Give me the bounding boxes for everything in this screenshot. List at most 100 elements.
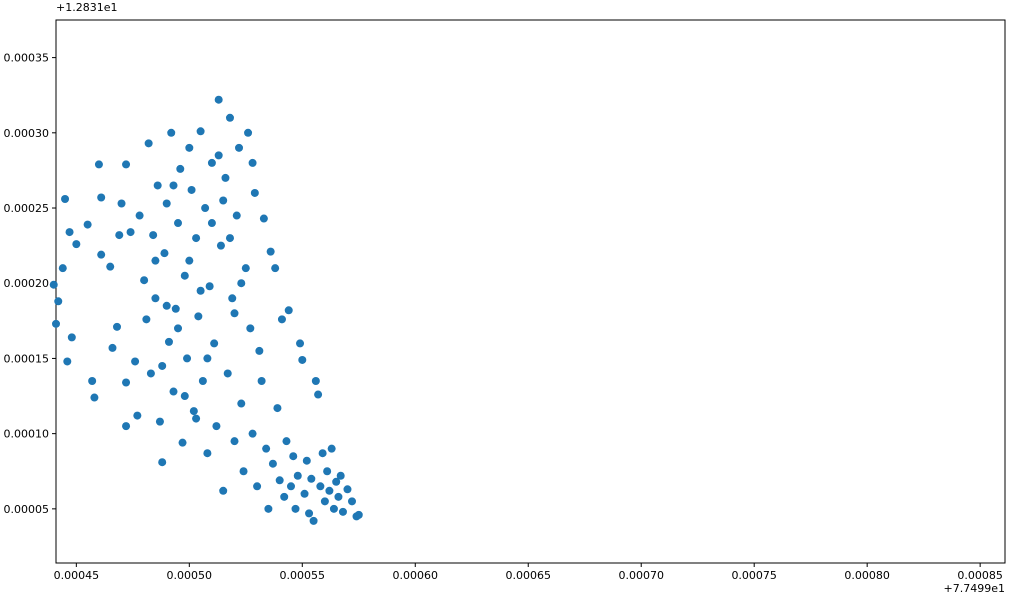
point	[284, 306, 293, 315]
point	[131, 357, 140, 366]
point	[187, 185, 196, 194]
point	[178, 438, 187, 447]
x-offset-label: +7.7499e1	[944, 582, 1005, 595]
x-tick-label: 0.00060	[393, 569, 439, 582]
point	[151, 294, 160, 303]
point	[205, 282, 214, 291]
point	[347, 497, 356, 506]
point	[225, 113, 234, 122]
point	[58, 264, 67, 273]
point	[151, 256, 160, 265]
point	[255, 346, 264, 355]
point	[219, 486, 228, 495]
point	[155, 417, 164, 426]
point	[318, 449, 327, 458]
point	[329, 504, 338, 513]
point	[149, 231, 158, 240]
point	[248, 429, 257, 438]
point	[117, 199, 126, 208]
point	[221, 173, 230, 182]
point	[291, 504, 300, 513]
point	[235, 143, 244, 152]
point	[309, 516, 318, 525]
point	[198, 376, 207, 385]
point	[203, 354, 212, 363]
point	[216, 241, 225, 250]
point	[212, 422, 221, 431]
point	[298, 355, 307, 364]
point	[135, 211, 144, 220]
point	[232, 211, 241, 220]
point	[237, 399, 246, 408]
point	[189, 407, 198, 416]
point	[160, 249, 169, 258]
point	[203, 449, 212, 458]
point	[320, 497, 329, 506]
x-tick-label: 0.00080	[844, 569, 890, 582]
point	[219, 196, 228, 205]
y-tick-label: 0.00015	[4, 352, 50, 365]
point	[257, 376, 266, 385]
point	[162, 301, 171, 310]
point	[246, 324, 255, 333]
point	[169, 181, 178, 190]
point	[201, 204, 210, 213]
point	[305, 509, 314, 518]
point	[314, 390, 323, 399]
point	[183, 354, 192, 363]
y-tick-label: 0.00030	[4, 127, 50, 140]
point	[271, 264, 280, 273]
x-tick-label: 0.00050	[167, 569, 213, 582]
point	[253, 482, 262, 491]
y-tick-label: 0.00005	[4, 503, 50, 516]
point	[174, 324, 183, 333]
point	[180, 271, 189, 280]
point	[97, 193, 106, 202]
point	[210, 339, 219, 348]
point	[94, 160, 103, 169]
point	[65, 228, 74, 237]
point	[316, 482, 325, 491]
point	[196, 286, 205, 295]
point	[268, 459, 277, 468]
y-tick-label: 0.00020	[4, 277, 50, 290]
x-tick-label: 0.00045	[54, 569, 100, 582]
point	[185, 256, 194, 265]
plot-frame	[55, 19, 1006, 564]
point	[158, 361, 167, 370]
point	[180, 392, 189, 401]
point	[167, 128, 176, 137]
point	[264, 504, 273, 513]
point	[325, 486, 334, 495]
point	[176, 164, 185, 173]
point	[122, 160, 131, 169]
point	[354, 510, 363, 519]
point	[88, 376, 97, 385]
point	[97, 250, 106, 259]
point	[286, 482, 295, 491]
point	[185, 143, 194, 152]
point	[61, 194, 70, 203]
point	[241, 264, 250, 273]
point	[192, 234, 201, 243]
point	[133, 411, 142, 420]
point	[230, 437, 239, 446]
point	[153, 181, 162, 190]
x-tick-label: 0.00075	[731, 569, 777, 582]
point	[302, 456, 311, 465]
point	[332, 477, 341, 486]
point	[275, 476, 284, 485]
point	[230, 309, 239, 318]
point	[323, 467, 332, 476]
point	[266, 247, 275, 256]
point	[162, 199, 171, 208]
point	[207, 219, 216, 228]
y-tick-label: 0.00010	[4, 428, 50, 441]
point	[338, 507, 347, 516]
x-tick-label: 0.00055	[280, 569, 326, 582]
point	[174, 219, 183, 228]
point	[90, 393, 99, 402]
point	[113, 322, 122, 331]
point	[54, 297, 63, 306]
